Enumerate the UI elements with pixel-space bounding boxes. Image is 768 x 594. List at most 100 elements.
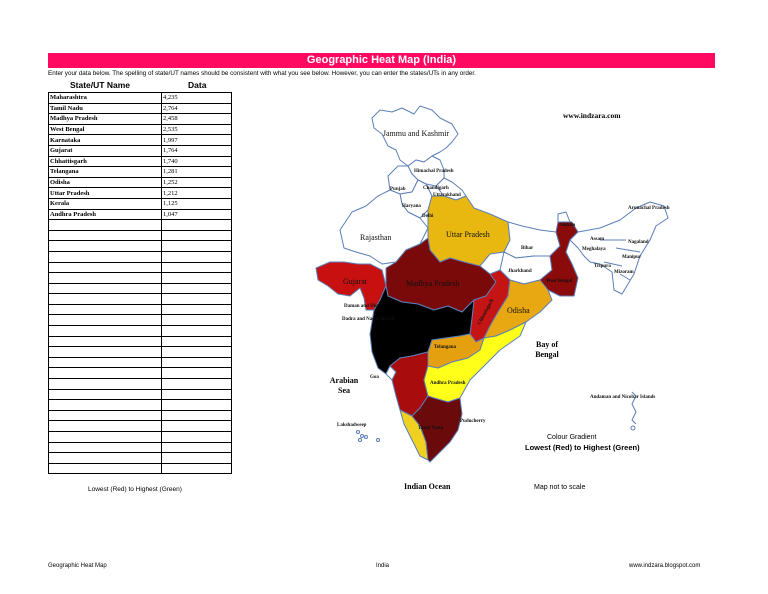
state-name-cell[interactable]: Tamil Nadu <box>48 102 162 115</box>
state-name-cell[interactable]: Madhya Pradesh <box>48 113 162 125</box>
state-name-cell[interactable] <box>48 378 162 390</box>
region-gujarat[interactable] <box>315 261 387 311</box>
table-row: Telangana 1,281 <box>48 166 232 178</box>
data-cell[interactable] <box>161 367 232 380</box>
state-name-cell[interactable] <box>48 367 162 380</box>
state-name-cell[interactable] <box>48 272 162 284</box>
state-name-cell[interactable] <box>48 452 162 464</box>
data-cell[interactable]: 2,764 <box>161 102 232 115</box>
table-row-empty <box>48 240 232 252</box>
label-tripura: Tripura <box>594 264 611 269</box>
table-row-empty <box>48 314 232 327</box>
data-cell[interactable] <box>161 293 232 305</box>
label-wb: West Bengal <box>546 279 573 284</box>
table-row-empty <box>48 378 232 390</box>
data-cell[interactable] <box>161 378 232 390</box>
state-name-cell[interactable]: Kerala <box>48 197 162 210</box>
state-name-cell[interactable] <box>48 388 162 401</box>
state-name-cell[interactable] <box>48 399 162 411</box>
state-name-cell[interactable]: Andhra Pradesh <box>48 208 162 221</box>
state-name-cell[interactable]: Chhattisgarh <box>48 155 162 168</box>
data-cell[interactable]: 2,458 <box>161 113 232 125</box>
instructions-text: Enter your data below. The spelling of s… <box>48 70 476 77</box>
state-name-cell[interactable] <box>48 240 162 252</box>
state-name-cell[interactable] <box>48 462 162 475</box>
footer-left: Geographic Heat Map <box>48 563 107 569</box>
data-cell[interactable]: 1,764 <box>161 144 232 157</box>
data-cell[interactable] <box>161 325 232 337</box>
data-cell[interactable]: 1,997 <box>161 134 232 146</box>
label-punjab: Punjab <box>390 187 406 192</box>
state-name-cell[interactable]: Odisha <box>48 176 162 189</box>
data-cell[interactable] <box>161 388 232 401</box>
data-cell[interactable] <box>161 431 232 443</box>
state-name-cell[interactable] <box>48 441 162 454</box>
data-cell[interactable] <box>161 219 232 231</box>
state-name-cell[interactable] <box>48 420 162 432</box>
data-cell[interactable]: 1,252 <box>161 176 232 189</box>
region-bihar[interactable] <box>503 221 561 259</box>
data-cell[interactable]: 1,125 <box>161 197 232 210</box>
state-name-cell[interactable] <box>48 356 162 369</box>
label-jharkhand: Jharkhand <box>508 269 532 274</box>
data-cell[interactable]: 1,047 <box>161 208 232 221</box>
region-rajasthan[interactable] <box>339 189 429 265</box>
state-name-cell[interactable] <box>48 346 162 358</box>
table-row-empty <box>48 282 232 295</box>
state-name-cell[interactable]: West Bengal <box>48 123 162 136</box>
state-name-cell[interactable]: Gujarat <box>48 144 162 157</box>
state-name-cell[interactable] <box>48 293 162 305</box>
data-cell[interactable] <box>161 399 232 411</box>
data-cell[interactable] <box>161 335 232 348</box>
label-tn: Tamil Nadu <box>418 426 443 431</box>
table-row-empty <box>48 293 232 305</box>
state-name-cell[interactable]: Karnataka <box>48 134 162 146</box>
data-cell[interactable]: 1,212 <box>161 187 232 199</box>
region-sikkim[interactable] <box>557 211 571 223</box>
state-name-cell[interactable] <box>48 325 162 337</box>
data-cell[interactable] <box>161 229 232 242</box>
label-daman: Daman and Diu <box>344 304 378 309</box>
data-cell[interactable] <box>161 409 232 422</box>
state-name-cell[interactable] <box>48 335 162 348</box>
data-cell[interactable] <box>161 272 232 284</box>
state-name-cell[interactable] <box>48 219 162 231</box>
data-cell[interactable] <box>161 314 232 327</box>
state-name-cell[interactable] <box>48 431 162 443</box>
table-row-empty <box>48 367 232 380</box>
state-name-cell[interactable] <box>48 282 162 295</box>
state-name-cell[interactable] <box>48 261 162 274</box>
state-name-cell[interactable] <box>48 303 162 316</box>
data-cell[interactable]: 2,535 <box>161 123 232 136</box>
data-cell[interactable] <box>161 462 232 475</box>
region-andaman[interactable] <box>631 391 637 425</box>
data-cell[interactable] <box>161 282 232 295</box>
state-name-cell[interactable] <box>48 250 162 263</box>
label-assam: Assam <box>590 237 605 242</box>
state-name-cell[interactable]: Telangana <box>48 166 162 178</box>
region-jammu-kashmir[interactable] <box>371 105 459 167</box>
data-cell[interactable]: 1,740 <box>161 155 232 168</box>
table-row-empty <box>48 261 232 274</box>
state-name-cell[interactable] <box>48 314 162 327</box>
website-label: www.indzara.com <box>563 111 621 120</box>
data-cell[interactable] <box>161 356 232 369</box>
data-cell[interactable]: 1,281 <box>161 166 232 178</box>
label-uttarakhand: Uttarakhand <box>433 193 461 198</box>
data-cell[interactable] <box>161 261 232 274</box>
state-name-cell[interactable]: Maharashtra <box>48 92 162 104</box>
state-name-cell[interactable]: Uttar Pradesh <box>48 187 162 199</box>
data-cell[interactable]: 4,235 <box>161 92 232 104</box>
data-cell[interactable] <box>161 303 232 316</box>
region-tamil-nadu[interactable] <box>411 395 463 463</box>
data-cell[interactable] <box>161 250 232 263</box>
table-row-empty <box>48 409 232 422</box>
data-cell[interactable] <box>161 240 232 252</box>
state-name-cell[interactable] <box>48 229 162 242</box>
data-cell[interactable] <box>161 420 232 432</box>
state-name-cell[interactable] <box>48 409 162 422</box>
data-cell[interactable] <box>161 441 232 454</box>
data-cell[interactable] <box>161 452 232 464</box>
data-cell[interactable] <box>161 346 232 358</box>
label-arunachal: Arunachal Pradesh <box>628 206 670 211</box>
